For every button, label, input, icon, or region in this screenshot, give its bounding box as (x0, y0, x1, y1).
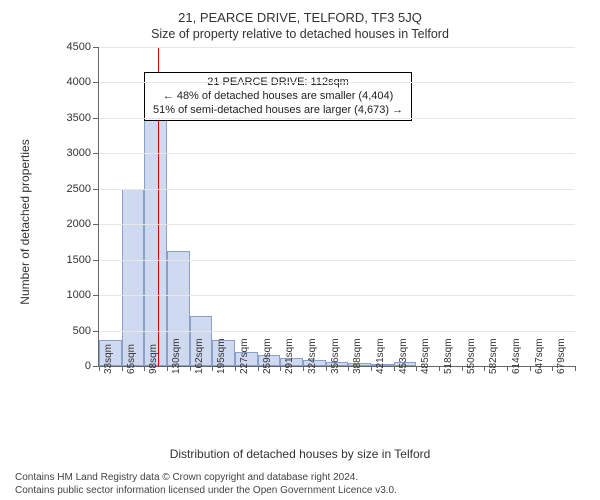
info-line-larger: 51% of semi-detached houses are larger (… (153, 104, 403, 118)
chart-title: 21, PEARCE DRIVE, TELFORD, TF3 5JQ (15, 10, 585, 25)
chart-area: Number of detached properties 21 PEARCE … (70, 47, 575, 397)
x-tick (507, 366, 508, 371)
y-tick (93, 224, 99, 225)
x-tick (303, 366, 304, 371)
y-tick (93, 153, 99, 154)
y-tick-label: 2000 (67, 218, 91, 230)
y-tick-label: 3000 (67, 147, 91, 159)
bar-slot (530, 47, 553, 366)
info-box: 21 PEARCE DRIVE: 112sqm ← 48% of detache… (144, 72, 412, 121)
x-tick-label: 356sqm (330, 338, 341, 374)
x-tick (258, 366, 259, 371)
y-tick-label: 2500 (67, 183, 91, 195)
y-axis-label: Number of detached properties (18, 139, 32, 304)
x-tick-label: 259sqm (262, 338, 273, 374)
footer: Contains HM Land Registry data © Crown c… (15, 471, 585, 497)
x-tick-label: 65sqm (126, 344, 137, 374)
chart-container: 21, PEARCE DRIVE, TELFORD, TF3 5JQ Size … (0, 0, 600, 500)
info-line-smaller: ← 48% of detached houses are smaller (4,… (153, 90, 403, 104)
y-tick (93, 295, 99, 296)
x-tick (99, 366, 100, 371)
x-tick (144, 366, 145, 371)
x-tick (575, 366, 576, 371)
bar-slot (439, 47, 462, 366)
x-tick-label: 324sqm (307, 338, 318, 374)
plot-area: 21 PEARCE DRIVE: 112sqm ← 48% of detache… (98, 47, 575, 367)
x-tick-label: 582sqm (488, 338, 499, 374)
x-tick-label: 679sqm (556, 338, 567, 374)
footer-line-2: Contains public sector information licen… (15, 484, 585, 497)
bar-slot (552, 47, 575, 366)
x-tick-label: 550sqm (466, 338, 477, 374)
x-tick (416, 366, 417, 371)
x-tick-label: 98sqm (148, 344, 159, 374)
grid-line (99, 82, 575, 83)
grid-line (99, 118, 575, 119)
footer-line-1: Contains HM Land Registry data © Crown c… (15, 471, 585, 484)
y-tick-label: 4500 (67, 41, 91, 53)
grid-line (99, 295, 575, 296)
x-tick-label: 33sqm (103, 344, 114, 374)
y-tick-label: 3500 (67, 112, 91, 124)
y-tick (93, 118, 99, 119)
chart-subtitle: Size of property relative to detached ho… (15, 27, 585, 41)
y-tick (93, 82, 99, 83)
grid-line (99, 260, 575, 261)
grid-line (99, 47, 575, 48)
grid-line (99, 189, 575, 190)
x-tick (371, 366, 372, 371)
x-tick-label: 162sqm (194, 338, 205, 374)
x-tick-label: 453sqm (398, 338, 409, 374)
x-tick (348, 366, 349, 371)
x-tick-label: 227sqm (239, 338, 250, 374)
x-tick-label: 421sqm (375, 338, 386, 374)
bar-slot (416, 47, 439, 366)
x-tick-label: 195sqm (216, 338, 227, 374)
x-tick (326, 366, 327, 371)
y-tick-label: 0 (85, 360, 91, 372)
x-tick-label: 647sqm (534, 338, 545, 374)
x-tick (394, 366, 395, 371)
x-tick (212, 366, 213, 371)
x-tick (167, 366, 168, 371)
x-tick (235, 366, 236, 371)
bar-slot (507, 47, 530, 366)
y-tick (93, 47, 99, 48)
x-tick-label: 388sqm (352, 338, 363, 374)
y-tick (93, 189, 99, 190)
x-tick-label: 485sqm (420, 338, 431, 374)
y-tick-label: 1500 (67, 254, 91, 266)
x-tick (439, 366, 440, 371)
x-tick-label: 614sqm (511, 338, 522, 374)
bar (122, 189, 145, 366)
x-tick (280, 366, 281, 371)
x-tick (122, 366, 123, 371)
x-tick (462, 366, 463, 371)
y-tick (93, 260, 99, 261)
bar-slot (484, 47, 507, 366)
y-tick-label: 1000 (67, 289, 91, 301)
bar-slot (122, 47, 145, 366)
x-tick-label: 291sqm (284, 338, 295, 374)
grid-line (99, 224, 575, 225)
x-tick (530, 366, 531, 371)
bar-slot (99, 47, 122, 366)
x-tick (484, 366, 485, 371)
x-tick (190, 366, 191, 371)
x-tick-label: 518sqm (443, 338, 454, 374)
y-tick-label: 500 (73, 325, 91, 337)
x-tick-label: 130sqm (171, 338, 182, 374)
x-axis-title: Distribution of detached houses by size … (15, 447, 585, 461)
x-tick (552, 366, 553, 371)
y-tick-label: 4000 (67, 76, 91, 88)
grid-line (99, 153, 575, 154)
y-tick (93, 331, 99, 332)
grid-line (99, 331, 575, 332)
bar-slot (462, 47, 485, 366)
